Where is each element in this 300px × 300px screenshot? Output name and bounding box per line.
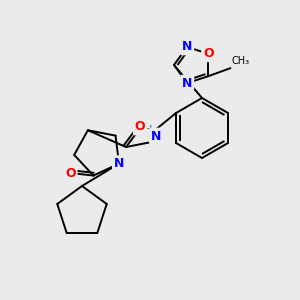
Text: N: N	[151, 130, 161, 142]
Text: N: N	[182, 76, 192, 90]
Text: O: O	[203, 47, 214, 60]
Text: O: O	[135, 121, 145, 134]
Text: N: N	[114, 157, 124, 170]
Text: CH₃: CH₃	[231, 56, 250, 66]
Text: O: O	[65, 167, 76, 180]
Text: H: H	[144, 125, 152, 135]
Text: N: N	[182, 40, 192, 53]
